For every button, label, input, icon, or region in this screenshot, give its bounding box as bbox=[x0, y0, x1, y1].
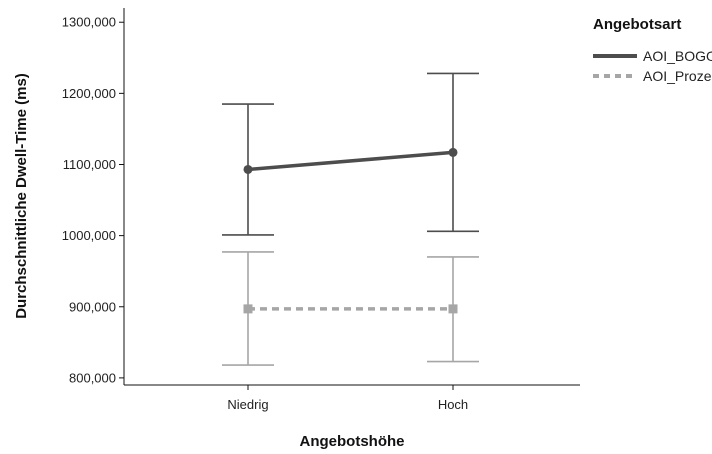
legend-items: AOI_BOGOF AOI_Prozent bbox=[593, 48, 712, 84]
legend: Angebotsart AOI_BOGOF AOI_Prozent bbox=[593, 16, 712, 84]
y-tick-label: 1200,000 bbox=[62, 86, 116, 101]
point-AOI_Prozent bbox=[448, 304, 458, 314]
x-tick-label: Hoch bbox=[438, 397, 468, 412]
x-tick-label: Niedrig bbox=[227, 397, 268, 412]
point-AOI_BOGOF bbox=[448, 147, 458, 157]
x-ticks: Niedrig Hoch bbox=[227, 385, 468, 412]
legend-label-AOI_Prozent: AOI_Prozent bbox=[643, 68, 712, 84]
y-ticks: 800,000 900,000 1000,000 1100,000 1200,000 13… bbox=[62, 15, 124, 385]
y-tick-label: 800,000 bbox=[69, 370, 116, 385]
axes bbox=[123, 8, 580, 386]
series-line-AOI_BOGOF bbox=[247, 150, 454, 172]
error-bars bbox=[222, 72, 479, 366]
legend-title: Angebotsart bbox=[593, 16, 681, 33]
y-tick-label: 1100,000 bbox=[63, 157, 116, 172]
point-AOI_Prozent bbox=[243, 304, 253, 314]
y-tick-label: 1000,000 bbox=[62, 228, 116, 243]
y-tick-label: 1300,000 bbox=[62, 15, 116, 30]
point-AOI_BOGOF bbox=[243, 164, 253, 174]
series-lines bbox=[247, 150, 454, 311]
y-tick-label: 900,000 bbox=[69, 299, 116, 314]
y-axis-title: Durchschnittliche Dwell-Time (ms) bbox=[13, 73, 30, 319]
x-axis-title: Angebotshöhe bbox=[300, 433, 405, 450]
series-markers bbox=[243, 147, 458, 314]
legend-label-AOI_BOGOF: AOI_BOGOF bbox=[643, 48, 712, 64]
